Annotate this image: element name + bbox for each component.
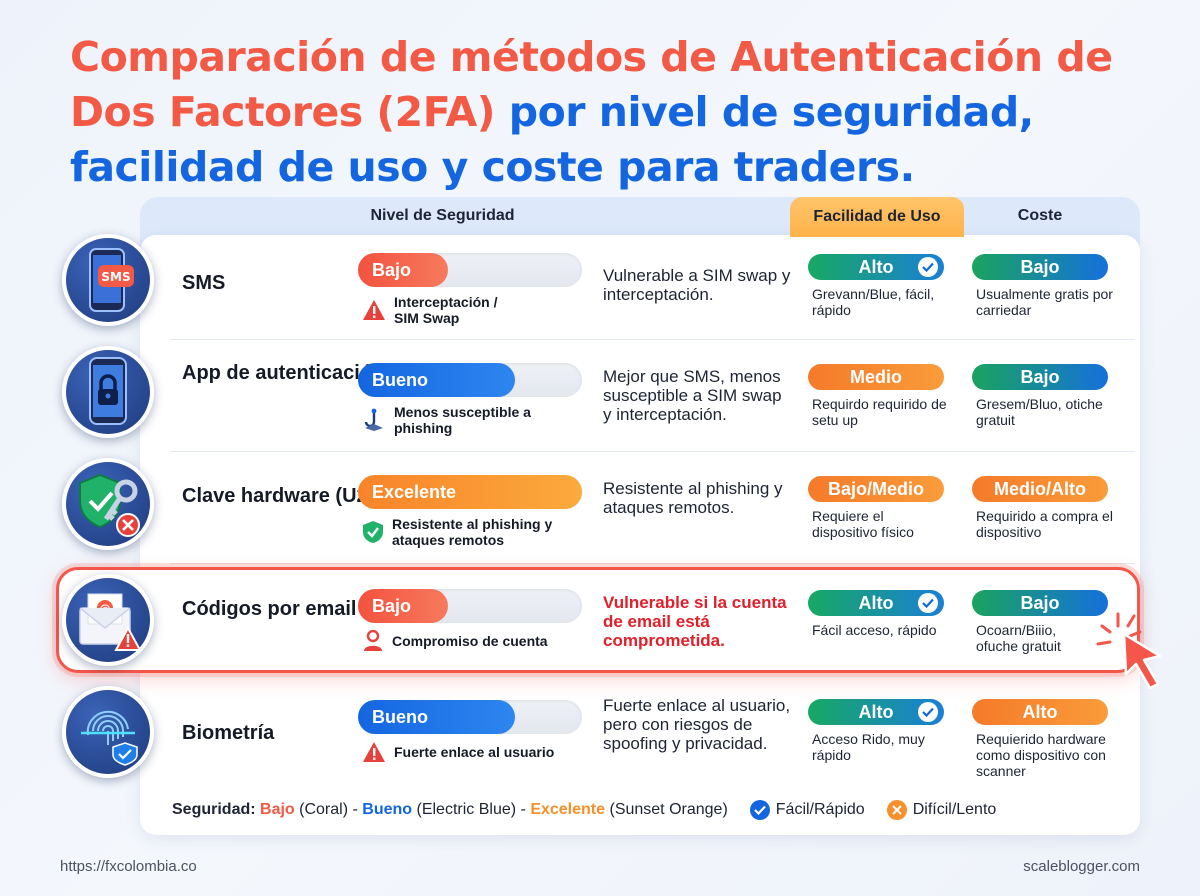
shield-key-icon — [62, 458, 154, 550]
security-note: Interceptación / SIM Swap — [362, 294, 524, 326]
ease-badge-label: Alto — [858, 702, 894, 722]
method-description: Vulnerable a SIM swap y interceptación. — [603, 266, 791, 304]
cost-badge: Bajo — [972, 590, 1108, 616]
method-name: Biometría — [182, 722, 275, 744]
security-note: Resistente al phishing y ataques remotos — [362, 516, 562, 548]
highlighted-row-frame — [56, 567, 1140, 673]
security-note-text: Menos susceptible a phishing — [394, 404, 531, 436]
legend: Seguridad: Bajo (Coral) - Bueno (Electri… — [172, 800, 996, 820]
x-icon — [886, 800, 907, 820]
legend-bajo-desc: (Coral) - — [299, 801, 358, 818]
envelope-warning-icon: @ — [62, 574, 154, 666]
ease-badge-label: Alto — [858, 257, 894, 277]
security-note-text: Resistente al phishing y ataques remotos — [392, 516, 553, 548]
legend-prefix: Seguridad: — [172, 801, 256, 818]
security-bar-fill: Bajo — [358, 589, 448, 623]
method-description: Resistente al phishing y ataques remotos… — [603, 479, 783, 517]
security-bar: Bajo — [358, 253, 582, 287]
user-icon — [364, 630, 382, 651]
cursor-pointer-icon — [1096, 612, 1162, 690]
security-bar-fill: Bueno — [358, 363, 515, 397]
warning-icon — [363, 300, 385, 320]
security-note: Fuerte enlace al usuario — [362, 741, 554, 763]
ease-badge: Alto — [808, 699, 944, 725]
security-bar-fill: Excelente — [358, 475, 582, 509]
footer-source-left: https://fxcolombia.co — [60, 858, 197, 875]
cost-note: Requirido a compra el dispositivo — [976, 508, 1113, 540]
ease-badge: Bajo/Medio — [808, 476, 944, 502]
page-title: Comparación de métodos de Autenticación … — [70, 30, 1170, 195]
phone-sms-icon: SMS — [62, 234, 154, 326]
security-note: Compromiso de cuenta — [362, 630, 548, 652]
ease-note: Requiere el dispositivo físico — [812, 508, 914, 540]
fingerprint-icon — [62, 686, 154, 778]
security-bar: Bajo — [358, 589, 582, 623]
legend-slow-label: Difícil/Lento — [912, 801, 997, 818]
cost-badge: Alto — [972, 699, 1108, 725]
security-bar-fill: Bueno — [358, 700, 515, 734]
svg-text:SMS: SMS — [101, 270, 130, 284]
security-bar: Bueno — [358, 700, 582, 734]
comparison-table-body — [140, 235, 1140, 835]
legend-slow: Difícil/Lento — [886, 800, 997, 820]
cost-note: Usualmente gratis por carriedar — [976, 286, 1113, 318]
shield-check-icon — [363, 521, 383, 543]
ease-note: Acceso Rido, muy rápido — [812, 731, 925, 763]
security-bar: Bueno — [358, 363, 582, 397]
security-note: Menos susceptible a phishing — [362, 404, 544, 436]
title-part-2: por nivel de seguridad, facilidad de uso… — [70, 88, 1034, 191]
security-note-text: Fuerte enlace al usuario — [394, 744, 555, 760]
method-description: Fuerte enlace al usuario, pero con riesg… — [603, 696, 791, 753]
legend-bueno-desc: (Electric Blue) - — [416, 801, 526, 818]
legend-bajo: Bajo — [260, 801, 295, 818]
legend-bueno: Bueno — [362, 801, 413, 818]
method-name: Códigos por email — [182, 598, 357, 620]
title-part-1: Comparación de métodos de Autenticación … — [70, 33, 1113, 136]
security-note-text: Compromiso de cuenta — [392, 633, 548, 649]
security-bar-fill: Bajo — [358, 253, 448, 287]
method-name: SMS — [182, 272, 226, 294]
check-icon — [918, 702, 938, 722]
comparison-panel — [140, 197, 1140, 835]
header-ease: Facilidad de Uso — [790, 197, 964, 237]
ease-badge: Alto — [808, 254, 944, 280]
hook-icon — [364, 408, 383, 431]
cost-note: Requierido hardware como dispositivo con… — [976, 731, 1106, 779]
method-description: Vulnerable si la cuenta de email está co… — [603, 593, 787, 650]
check-icon — [918, 257, 938, 277]
ease-badge: Medio — [808, 364, 944, 390]
header-security: Nivel de Seguridad — [370, 207, 515, 224]
security-bar: Excelente — [358, 475, 582, 509]
check-icon — [918, 593, 938, 613]
legend-excelente-desc: (Sunset Orange) — [609, 801, 728, 818]
footer-source-right: scaleblogger.com — [1023, 858, 1140, 875]
ease-badge-label: Alto — [858, 593, 894, 613]
cost-badge: Medio/Alto — [972, 476, 1108, 502]
legend-excelente: Excelente — [530, 801, 606, 818]
cost-note: Ocoarn/Biiio, ofuche gratuit — [976, 622, 1061, 654]
check-icon — [749, 800, 770, 820]
cost-note: Gresem/Bluo, otiche gratuit — [976, 396, 1103, 428]
legend-fast-label: Fácil/Rápido — [775, 801, 865, 818]
ease-note: Grevann/Blue, fácil, rápido — [812, 286, 935, 318]
phone-lock-icon — [62, 346, 154, 438]
row-divider — [170, 451, 1135, 452]
legend-fast: Fácil/Rápido — [749, 800, 865, 820]
cost-badge: Bajo — [972, 364, 1108, 390]
header-cost: Coste — [1017, 207, 1063, 224]
cost-badge: Bajo — [972, 254, 1108, 280]
ease-note: Fácil acceso, rápido — [812, 622, 937, 638]
ease-note: Requirdo requirido de setu up — [812, 396, 947, 428]
row-divider — [170, 339, 1135, 340]
security-note-text: Interceptación / SIM Swap — [394, 294, 498, 326]
warning-icon — [363, 742, 385, 762]
row-divider — [170, 563, 1135, 564]
ease-badge: Alto — [808, 590, 944, 616]
method-description: Mejor que SMS, menos susceptible a SIM s… — [603, 367, 782, 424]
